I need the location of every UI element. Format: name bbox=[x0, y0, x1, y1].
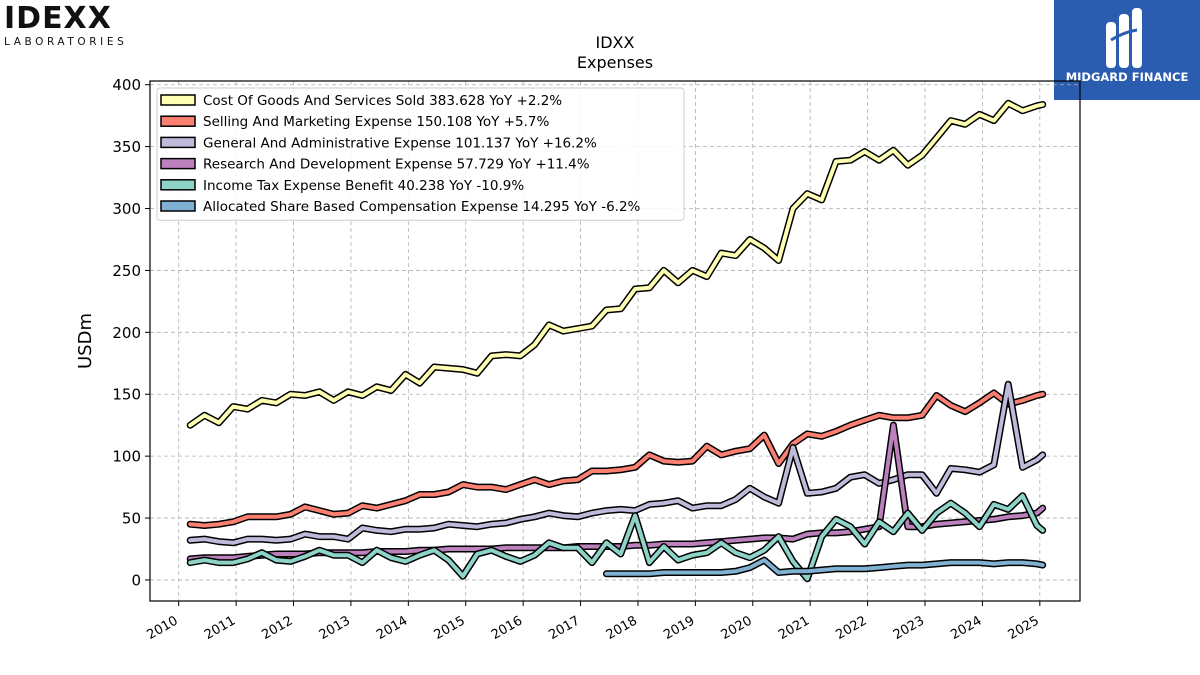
x-tick-label: 2021 bbox=[776, 613, 812, 643]
x-tick-label: 2023 bbox=[891, 613, 927, 643]
y-tick-label: 400 bbox=[112, 76, 141, 94]
legend-entry: Selling And Marketing Expense 150.108 Yo… bbox=[203, 114, 549, 130]
legend: Cost Of Goods And Services Sold 383.628 … bbox=[156, 87, 685, 221]
midgard-finance-logo: MIDGARD FINANCE bbox=[1054, 0, 1200, 100]
series-line-selling-and-marketing-expense bbox=[188, 391, 1045, 528]
legend-entry: Research And Development Expense 57.729 … bbox=[203, 157, 590, 173]
legend-swatch bbox=[160, 94, 196, 106]
legend-swatch bbox=[160, 136, 196, 149]
y-tick-label: 100 bbox=[112, 448, 141, 466]
series-outline-selling-and-marketing-expense bbox=[186, 389, 1047, 529]
x-tick-label: 2014 bbox=[374, 613, 410, 643]
idexx-subline: LABORATORIES bbox=[4, 36, 128, 48]
legend-entry: General And Administrative Expense 101.1… bbox=[203, 135, 597, 151]
series-lines bbox=[186, 99, 1047, 583]
x-tick-label: 2013 bbox=[317, 613, 353, 643]
legend-entry: Income Tax Expense Benefit 40.238 YoY -1… bbox=[203, 178, 524, 194]
y-tick-label: 150 bbox=[112, 386, 141, 404]
legend-swatch bbox=[160, 179, 196, 191]
series-line-general-and-administrative-expense bbox=[188, 382, 1045, 545]
x-tick-label: 2024 bbox=[948, 613, 984, 643]
x-tick-label: 2020 bbox=[719, 613, 755, 643]
legend-box bbox=[156, 87, 685, 221]
chart-subtitle: Expenses bbox=[577, 53, 653, 72]
x-tick-label: 2015 bbox=[432, 613, 468, 643]
legend-swatch bbox=[160, 115, 196, 127]
x-tick-label: 2016 bbox=[489, 613, 525, 643]
idexx-logo: IDEXX LABORATORIES bbox=[4, 4, 154, 50]
x-tick-label: 2025 bbox=[1006, 613, 1042, 643]
x-tick-label: 2010 bbox=[145, 613, 181, 643]
series-line-cost-of-goods-and-services-sold bbox=[188, 101, 1045, 428]
legend-entry: Allocated Share Based Compensation Expen… bbox=[203, 199, 641, 215]
chart-title: IDXX bbox=[596, 33, 635, 52]
x-tick-label: 2011 bbox=[202, 613, 238, 643]
legend-entry: Cost Of Goods And Services Sold 383.628 … bbox=[203, 93, 562, 109]
y-tick-label: 300 bbox=[112, 200, 141, 218]
midgard-emblem-icon bbox=[1106, 8, 1142, 68]
x-tick-label: 2022 bbox=[833, 613, 869, 643]
x-tick-label: 2012 bbox=[259, 613, 295, 643]
series-line-income-tax-expense-benefit bbox=[188, 493, 1045, 581]
y-tick-label: 200 bbox=[112, 324, 141, 342]
x-tick-label: 2019 bbox=[661, 613, 697, 643]
y-tick-label: 250 bbox=[112, 262, 141, 280]
idexx-wordmark: IDEXX bbox=[4, 1, 112, 36]
y-axis-label: USDm bbox=[75, 313, 96, 369]
plot-frame bbox=[149, 80, 1081, 602]
midgard-brand-name: MIDGARD FINANCE bbox=[1065, 70, 1189, 84]
y-tick-label: 0 bbox=[131, 571, 141, 589]
x-tick-label: 2017 bbox=[546, 613, 582, 643]
x-tick-label: 2018 bbox=[604, 613, 640, 643]
series-line-allocated-share-based-compensation-expense bbox=[604, 558, 1045, 576]
y-tick-label: 350 bbox=[112, 138, 141, 156]
legend-swatch bbox=[160, 200, 196, 212]
y-tick-label: 50 bbox=[122, 510, 141, 528]
legend-swatch bbox=[160, 157, 196, 170]
